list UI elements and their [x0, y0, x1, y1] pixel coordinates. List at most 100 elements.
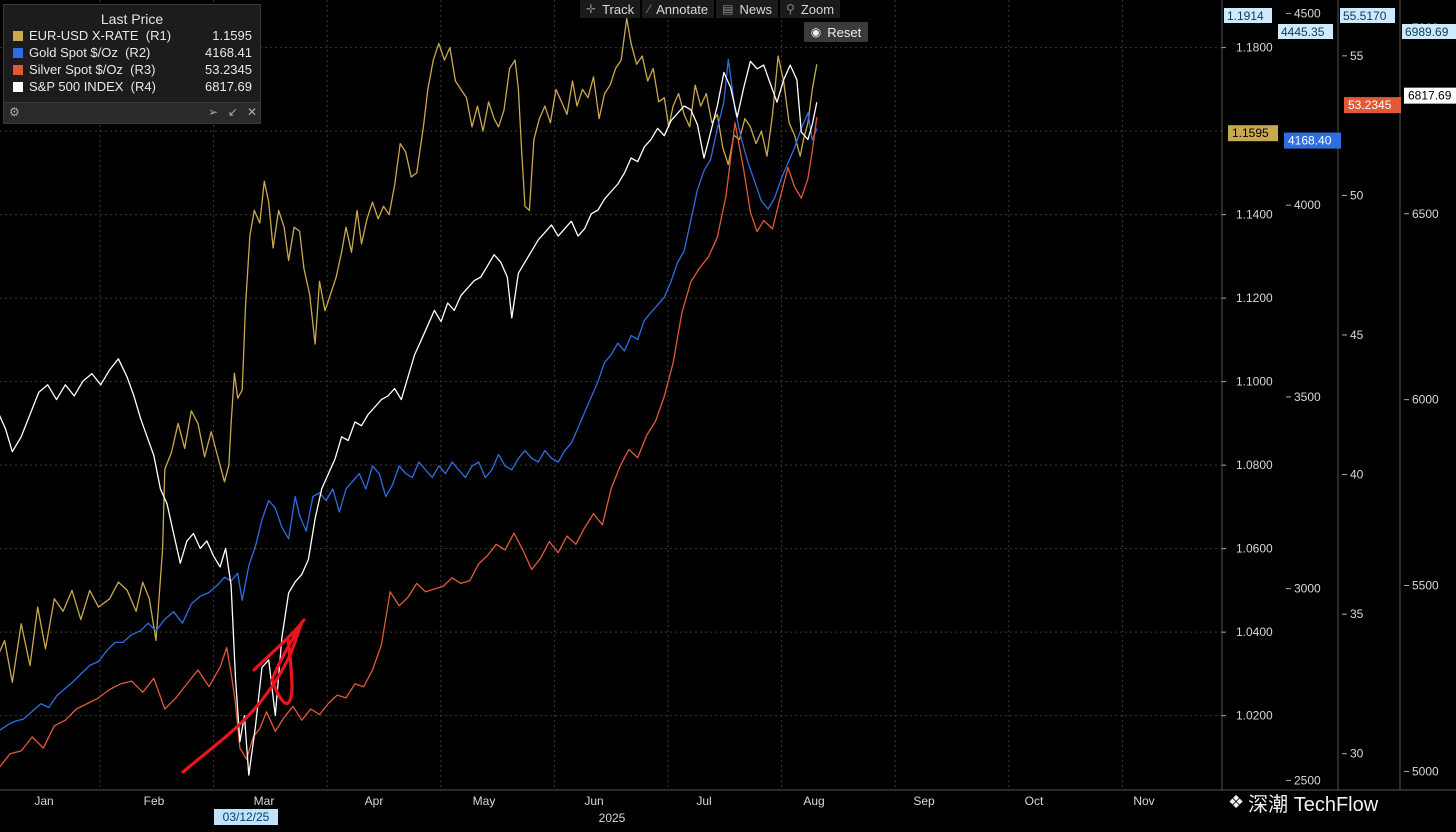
- annotate-button[interactable]: ∕ Annotate: [642, 0, 715, 18]
- legend-item[interactable]: Silver Spot $/Oz (R3) 53.2345: [4, 61, 260, 78]
- axis-tick-label: 3500: [1294, 390, 1321, 404]
- legend-panel: Last Price EUR-USD X-RATE (R1) 1.1595 Gold…: [3, 4, 261, 124]
- axis-top-badge-value: 6989.69: [1405, 25, 1449, 39]
- pencil-icon: ∕: [648, 2, 651, 16]
- legend-item-name: S&P 500 INDEX (R4): [29, 79, 156, 94]
- axis-tick-label: 55: [1350, 49, 1364, 63]
- axis-tick-label: 3000: [1294, 582, 1321, 596]
- x-tick-label: Sep: [913, 794, 935, 808]
- axis-tick-label: 1.0600: [1236, 542, 1273, 556]
- axis-tick-label: 35: [1350, 607, 1364, 621]
- x-tick-label: Jan: [34, 794, 53, 808]
- watermark: ❖ 深潮 TechFlow: [1228, 788, 1378, 817]
- x-tick-label: Oct: [1025, 794, 1044, 808]
- x-tick-label: Jun: [584, 794, 603, 808]
- track-button[interactable]: ✛ Track: [580, 0, 641, 18]
- x-tick-label: Feb: [144, 794, 165, 808]
- axis-tick-label: 1.1200: [1236, 291, 1273, 305]
- watermark-text: 深潮 TechFlow: [1248, 794, 1379, 816]
- axis-tick-label: 1.0800: [1236, 458, 1273, 472]
- axis-tick-label: 1.1800: [1236, 41, 1273, 55]
- last-value-label: 4168.40: [1288, 134, 1332, 148]
- chart-toolbar: ✛ Track ∕ Annotate ▤ News ⚲ Zoom: [580, 0, 842, 18]
- reset-label: Reset: [827, 24, 862, 40]
- legend-item-value: 6817.69: [205, 79, 252, 94]
- legend-item[interactable]: EUR-USD X-RATE (R1) 1.1595: [4, 27, 260, 44]
- last-value-label: 53.2345: [1348, 98, 1392, 112]
- last-value-label: 1.1595: [1232, 126, 1269, 140]
- hand-drawn-arrow-head: [252, 618, 306, 672]
- news-icon: ▤: [722, 2, 734, 16]
- highlighted-date-label: 03/12/25: [223, 810, 270, 824]
- legend-swatch: [13, 64, 23, 75]
- legend-item[interactable]: Gold Spot $/Oz (R2) 4168.41: [4, 44, 260, 61]
- axis-top-badge: [1224, 8, 1272, 23]
- legend-swatch: [13, 47, 23, 58]
- legend-swatch: [13, 81, 23, 92]
- legend-item-name: Silver Spot $/Oz (R3): [29, 62, 156, 77]
- axis-top-badge: [1402, 24, 1456, 39]
- legend-item-value: 53.2345: [205, 62, 252, 77]
- last-value-marker: [1404, 87, 1456, 104]
- x-tick-label: Nov: [1133, 794, 1154, 808]
- plot-background: [0, 0, 1222, 790]
- x-tick-label: May: [473, 794, 496, 808]
- highlighted-date-badge: [214, 809, 278, 825]
- x-axis-year-label: 2025: [599, 811, 626, 825]
- axis-tick-label: 45: [1350, 328, 1364, 342]
- legend-item-value: 4168.41: [205, 45, 252, 60]
- axis-tick-label: 4000: [1294, 198, 1321, 212]
- legend-title: Last Price: [100, 11, 164, 27]
- crosshair-icon: ✛: [586, 2, 597, 16]
- reset-button[interactable]: ◉ Reset: [804, 22, 868, 42]
- axis-top-badge: [1278, 24, 1333, 39]
- axis-tick-label: 5000: [1412, 764, 1439, 778]
- last-value-label: 6817.69: [1408, 89, 1452, 103]
- zoom-label: Zoom: [800, 1, 835, 17]
- close-icon[interactable]: ✕: [247, 105, 258, 119]
- legend-list: EUR-USD X-RATE (R1) 1.1595 Gold Spot $/Oz …: [4, 27, 260, 95]
- pin-icon[interactable]: ➢: [208, 105, 219, 119]
- series-line-r3: [0, 117, 818, 768]
- axis-tick-label: 1.1400: [1236, 208, 1273, 222]
- axis-tick-label: 5500: [1412, 579, 1439, 593]
- axis-top-badge-value: 4445.35: [1281, 25, 1325, 39]
- axis-tick-label: 40: [1350, 468, 1364, 482]
- legend-swatch: [13, 30, 23, 41]
- last-value-marker: [1344, 97, 1401, 114]
- legend-item-name: Gold Spot $/Oz (R2): [29, 45, 151, 60]
- series-line-r1: [0, 17, 818, 683]
- track-label: Track: [602, 1, 635, 17]
- axis-tick-label: 4500: [1294, 6, 1321, 20]
- last-value-marker: [1284, 132, 1341, 149]
- legend-footer: ⚙ ➢ ↙ ✕: [4, 102, 260, 123]
- series-line-r2: [0, 58, 818, 731]
- legend-item-value: 1.1595: [212, 28, 252, 43]
- axis-tick-label: 1.1000: [1236, 375, 1273, 389]
- legend-item[interactable]: S&P 500 INDEX (R4) 6817.69: [4, 78, 260, 95]
- reset-radio-icon: ◉: [810, 25, 822, 39]
- x-tick-label: Mar: [254, 794, 275, 808]
- last-value-marker: [1228, 125, 1278, 142]
- axis-tick-label: 1.0400: [1236, 625, 1273, 639]
- gear-icon[interactable]: ⚙: [9, 105, 20, 119]
- techflow-logo-icon: ❖: [1228, 792, 1245, 812]
- legend-item-name: EUR-USD X-RATE (R1): [29, 28, 172, 43]
- news-label: News: [739, 1, 773, 17]
- axis-tick-label: 6500: [1412, 207, 1439, 221]
- axis-tick-label: 6000: [1412, 393, 1439, 407]
- axis-tick-label: 50: [1350, 188, 1364, 202]
- annotate-label: Annotate: [656, 1, 709, 17]
- news-button[interactable]: ▤ News: [716, 0, 779, 18]
- magnifier-icon: ⚲: [786, 2, 795, 16]
- x-tick-label: Aug: [803, 794, 824, 808]
- axis-tick-label: 1.0200: [1236, 709, 1273, 723]
- x-tick-label: Apr: [365, 794, 384, 808]
- axis-tick-label: 2500: [1294, 773, 1321, 787]
- zoom-button[interactable]: ⚲ Zoom: [780, 0, 841, 18]
- hand-drawn-arrow-annotation: [181, 620, 304, 774]
- series-line-r4: [0, 60, 818, 776]
- shrink-icon[interactable]: ↙: [228, 105, 239, 119]
